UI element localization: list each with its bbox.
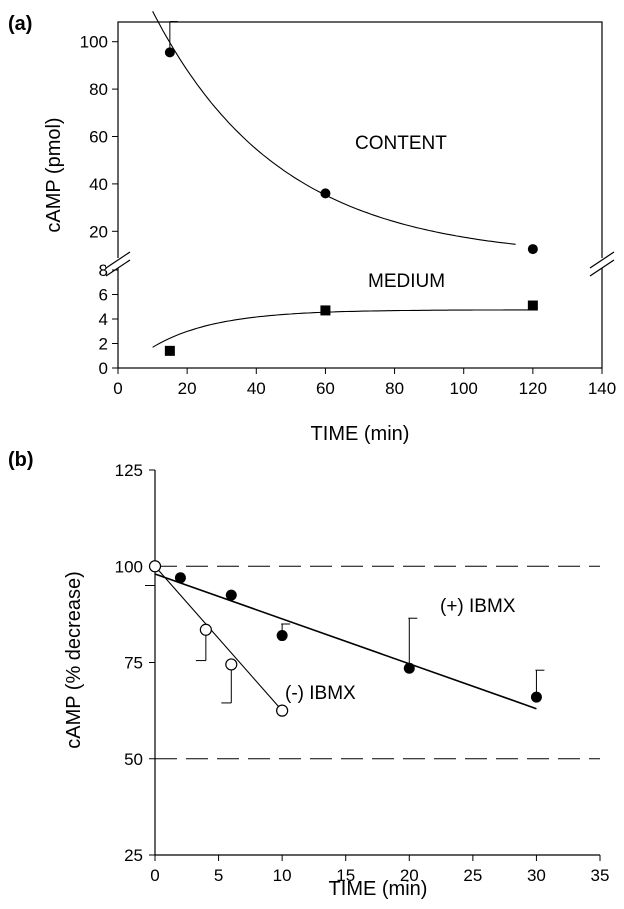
panel-b-y-tick-label: 50: [124, 750, 143, 769]
content-fit-curve: [152, 10, 516, 245]
panel-a-x-tick-label: 0: [113, 379, 122, 398]
panel-a-x-tick-label: 80: [385, 379, 404, 398]
panel-a-x-tick-label: 60: [316, 379, 335, 398]
medium-series-label: MEDIUM: [368, 271, 445, 292]
panel-b-x-tick-label: 5: [214, 866, 223, 885]
medium-data-point: [164, 345, 175, 356]
panel-b-marks: 0 5 10 15 20 25 30 35 25 50 75 100 125: [115, 461, 610, 885]
plus-ibmx-series-label: (+) IBMX: [440, 596, 516, 617]
panel-a-y-tick-label: 100: [80, 33, 108, 52]
panel-a-y-tick-label: 20: [89, 222, 108, 241]
panel-b-x-tick-label: 15: [336, 866, 355, 885]
panel-a-y-tick-label: 0: [99, 359, 108, 378]
content-data-point: [320, 188, 331, 199]
minus-ibmx-series-label: (-) IBMX: [285, 683, 356, 704]
axis-break-mark: [589, 259, 615, 277]
panel-a-y-tick-label: 60: [89, 128, 108, 147]
panel-b-x-tick-label: 30: [527, 866, 546, 885]
panel-b-x-axis-label: TIME (min): [329, 878, 428, 900]
panel-b-y-tick-label: 25: [124, 846, 143, 865]
panel-a-y-tick-label: 80: [89, 80, 108, 99]
plus-ibmx-data-point: [530, 691, 542, 703]
panel-a-x-tick-label: 100: [450, 379, 478, 398]
axis-break-mark: [105, 259, 131, 277]
panel-a-y-tick-label: 40: [89, 175, 108, 194]
medium-fit-curve: [152, 309, 533, 348]
panel-b-x-tick-label: 20: [400, 866, 419, 885]
plus-ibmx-data-point: [174, 572, 186, 584]
plus-ibmx-data-point: [403, 662, 415, 674]
panel-a-y-axis-label: cAMP (pmol): [43, 117, 65, 232]
panel-a-y-tick-label: 4: [99, 310, 108, 329]
panel-a-x-tick-label: 20: [178, 379, 197, 398]
panel-b-x-tick-label: 25: [463, 866, 482, 885]
minus-ibmx-data-point: [148, 560, 162, 573]
panel-b-x-tick-label: 35: [591, 866, 610, 885]
content-series-label: CONTENT: [355, 133, 447, 154]
content-data-point: [527, 244, 538, 255]
minus-ibmx-data-point: [199, 623, 212, 636]
panel-a: (a) cAMP (pmol) TIME (min) CONTENT MEDIU…: [8, 10, 616, 445]
panel-b-y-tick-label: 100: [115, 557, 143, 576]
panel-a-label: (a): [8, 13, 32, 35]
panel-a-x-tick-label: 40: [247, 379, 266, 398]
medium-data-point: [527, 300, 538, 311]
content-data-point: [164, 47, 175, 58]
panel-b-x-tick-label: 10: [273, 866, 292, 885]
minus-ibmx-data-point: [276, 704, 289, 717]
panel-a-x-tick-label: 140: [588, 379, 616, 398]
panel-a-plot-frame: [117, 21, 603, 369]
panel-a-y-tick-label: 8: [99, 261, 108, 280]
minus-ibmx-data-point: [225, 658, 238, 671]
panel-a-marks: 0 20 40 60 80 100 120 140 20 40 60 80 100 0 2 4 6 8: [80, 10, 616, 398]
plus-ibmx-data-point: [225, 589, 237, 601]
axis-break-gap: [106, 258, 130, 268]
panel-b: (b) cAMP (% decrease) TIME (min) (+) IBM…: [8, 449, 609, 900]
panel-a-y-tick-label: 2: [99, 335, 108, 354]
panel-a-y-tick-label: 6: [99, 286, 108, 305]
panel-b-label: (b): [8, 449, 34, 471]
panel-a-x-axis-label: TIME (min): [311, 423, 410, 445]
panel-b-y-axis-label: cAMP (% decrease): [63, 571, 85, 748]
plus-ibmx-fit-line: [154, 573, 537, 710]
axis-break-mark: [105, 251, 131, 269]
panel-b-y-tick-label: 125: [115, 461, 143, 480]
panel-a-x-tick-label: 120: [519, 379, 547, 398]
medium-data-point: [320, 305, 331, 316]
plus-ibmx-data-point: [276, 630, 288, 642]
axis-break-mark: [589, 251, 615, 269]
axis-break-gap: [590, 258, 614, 268]
panel-b-x-tick-label: 0: [150, 866, 159, 885]
minus-ibmx-fit-line: [154, 565, 283, 711]
panel-b-y-tick-label: 75: [124, 654, 143, 673]
